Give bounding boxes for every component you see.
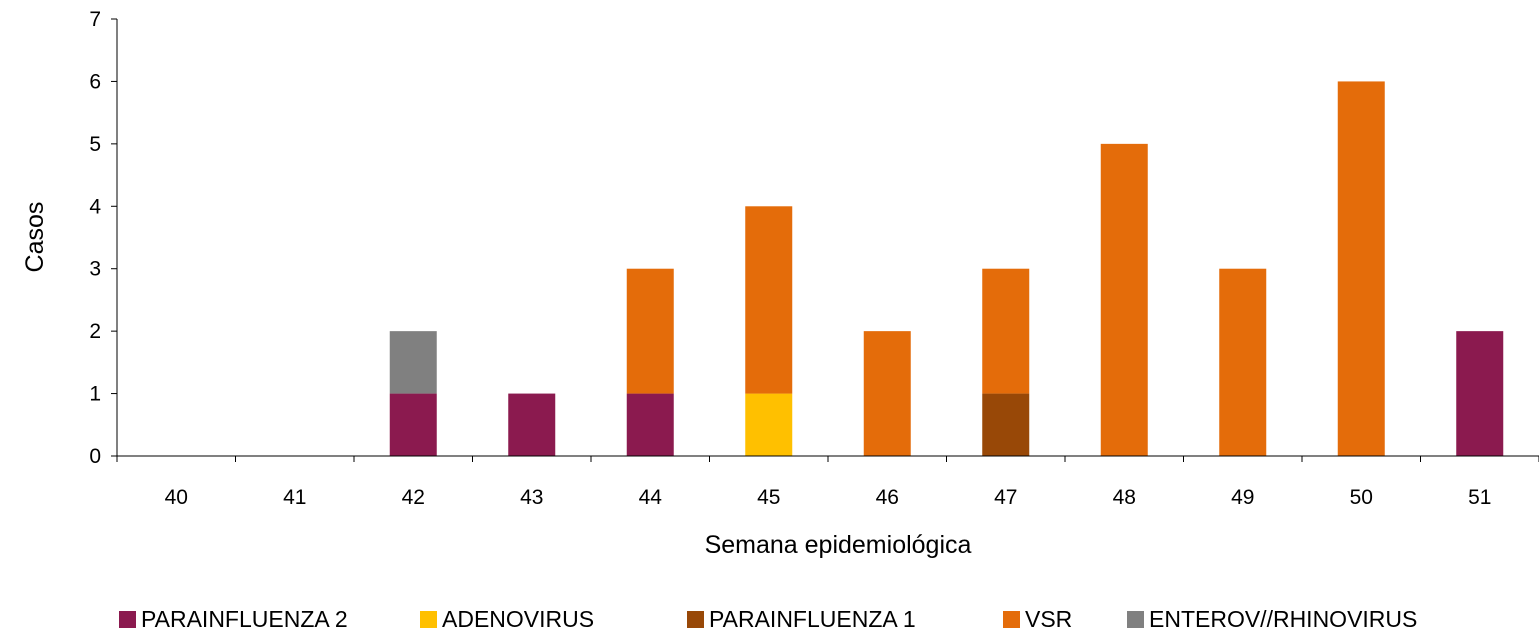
bar-vsr-week-47 xyxy=(982,268,1030,394)
legend-swatch xyxy=(119,611,136,628)
x-axis-title: Semana epidemiológica xyxy=(705,531,972,559)
x-tick-label: 50 xyxy=(1350,486,1373,509)
y-tick-label: 3 xyxy=(89,258,101,281)
x-tick-label: 51 xyxy=(1468,486,1491,509)
legend-label: PARAINFLUENZA 1 xyxy=(709,606,916,632)
x-tick-label: 49 xyxy=(1231,486,1254,509)
legend-item: ENTEROV//RHINOVIRUS xyxy=(1127,606,1417,632)
legend-label: ENTEROV//RHINOVIRUS xyxy=(1149,606,1417,632)
legend-item: PARAINFLUENZA 1 xyxy=(687,606,916,632)
bar-parainfluenza-2-week-51 xyxy=(1456,331,1504,456)
legend-swatch xyxy=(1127,611,1144,628)
bar-vsr-week-49 xyxy=(1219,268,1267,456)
legend-item: VSR xyxy=(1003,606,1072,632)
y-tick-label: 5 xyxy=(89,133,101,156)
bar-adenovirus-week-45 xyxy=(745,393,793,456)
x-tick-label: 41 xyxy=(283,486,306,509)
legend-swatch xyxy=(420,611,437,628)
bar-vsr-week-45 xyxy=(745,206,793,394)
legend-item: ADENOVIRUS xyxy=(420,606,594,632)
legend-label: ADENOVIRUS xyxy=(442,606,594,632)
bar-parainfluenza-2-week-44 xyxy=(626,393,674,456)
legend-label: PARAINFLUENZA 2 xyxy=(141,606,348,632)
bar-enterov-rhinovirus-week-42 xyxy=(389,331,437,394)
bar-vsr-week-48 xyxy=(1100,143,1148,457)
y-tick-label: 0 xyxy=(89,445,101,468)
bar-parainfluenza-2-week-43 xyxy=(508,393,556,456)
x-tick-label: 48 xyxy=(1113,486,1136,509)
x-tick-label: 46 xyxy=(876,486,899,509)
x-tick-label: 40 xyxy=(165,486,188,509)
y-tick-label: 4 xyxy=(89,195,101,218)
bar-vsr-week-46 xyxy=(863,331,911,456)
y-axis-title: Casos xyxy=(21,202,49,273)
legend-swatch xyxy=(687,611,704,628)
bar-vsr-week-44 xyxy=(626,268,674,394)
bar-parainfluenza-1-week-47 xyxy=(982,393,1030,456)
x-tick-label: 45 xyxy=(757,486,780,509)
y-tick-label: 2 xyxy=(89,320,101,343)
x-tick-label: 44 xyxy=(639,486,663,509)
x-tick-label: 42 xyxy=(402,486,425,509)
legend-label: VSR xyxy=(1025,606,1072,632)
y-tick-label: 6 xyxy=(89,70,101,93)
legend-swatch xyxy=(1003,611,1020,628)
legend-item: PARAINFLUENZA 2 xyxy=(119,606,348,632)
bar-parainfluenza-2-week-42 xyxy=(389,393,437,456)
x-tick-label: 47 xyxy=(994,486,1017,509)
y-tick-label: 7 xyxy=(89,8,101,31)
x-tick-label: 43 xyxy=(520,486,543,509)
bar-vsr-week-50 xyxy=(1337,81,1385,457)
y-tick-label: 1 xyxy=(89,383,101,406)
